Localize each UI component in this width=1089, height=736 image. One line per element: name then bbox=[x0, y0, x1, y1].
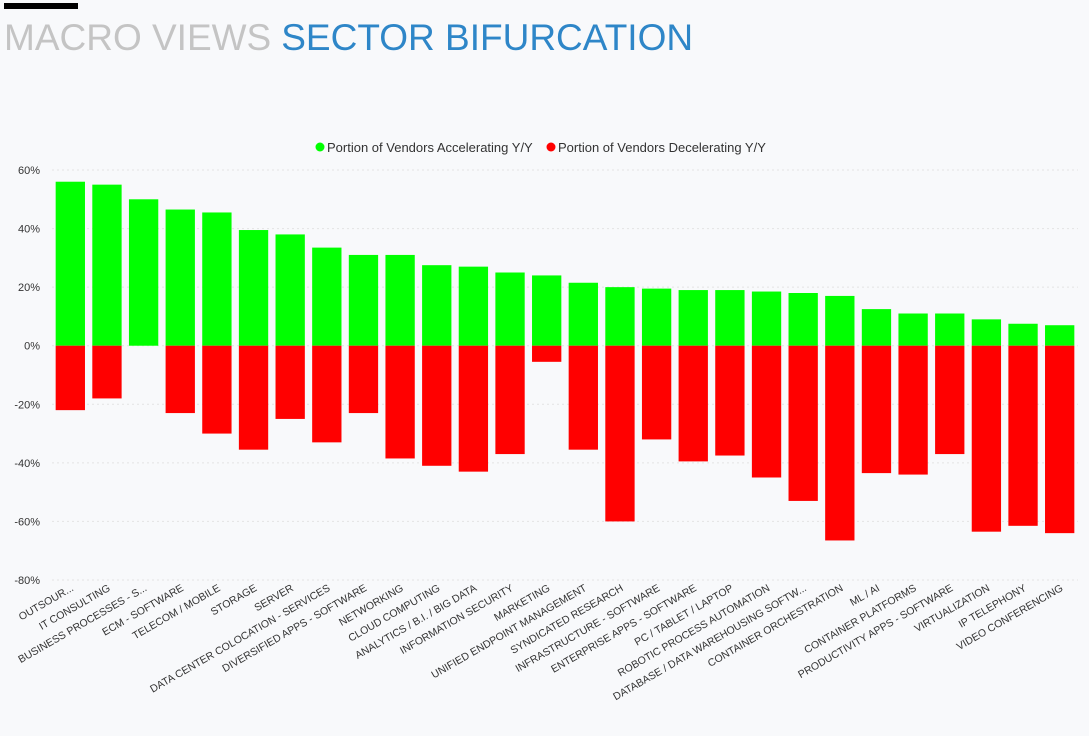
bar-accelerating bbox=[92, 184, 122, 346]
bar-decelerating bbox=[1045, 345, 1075, 534]
bar-accelerating bbox=[495, 272, 525, 346]
y-tick-label: 0% bbox=[24, 341, 40, 353]
title-main: SECTOR BIFURCATION bbox=[281, 17, 694, 58]
bar-decelerating bbox=[92, 345, 122, 399]
bar-accelerating bbox=[422, 265, 452, 346]
bar-accelerating bbox=[532, 275, 562, 346]
bar-decelerating bbox=[385, 345, 415, 459]
bar-decelerating bbox=[861, 345, 892, 474]
y-tick-label: 40% bbox=[18, 224, 40, 236]
bar-decelerating bbox=[458, 345, 489, 472]
legend-swatch bbox=[315, 142, 325, 152]
legend-item: Portion of Vendors Decelerating Y/Y bbox=[546, 140, 766, 155]
bar-accelerating bbox=[128, 199, 159, 346]
bar-accelerating bbox=[678, 290, 708, 346]
bar-decelerating bbox=[275, 345, 305, 419]
bar-accelerating bbox=[788, 293, 818, 346]
bar-accelerating bbox=[605, 287, 635, 346]
y-tick-label: 20% bbox=[18, 282, 40, 294]
bar-decelerating bbox=[751, 345, 782, 478]
bar-decelerating bbox=[898, 345, 928, 475]
bar-accelerating bbox=[1045, 325, 1075, 346]
bar-accelerating bbox=[935, 313, 965, 346]
title-accent-bar bbox=[4, 3, 78, 9]
chart-legend: Portion of Vendors Accelerating Y/Y Porti… bbox=[315, 140, 766, 155]
bar-decelerating bbox=[495, 345, 525, 455]
title-prefix: MACRO VIEWS bbox=[4, 17, 272, 58]
bar-accelerating bbox=[385, 254, 415, 346]
bar-accelerating bbox=[715, 290, 745, 346]
y-tick-label: -60% bbox=[14, 516, 40, 528]
bar-accelerating bbox=[1008, 323, 1038, 346]
bar-decelerating bbox=[165, 345, 195, 414]
bar-decelerating bbox=[715, 345, 745, 456]
bar-accelerating bbox=[825, 295, 855, 346]
legend-label: Portion of Vendors Decelerating Y/Y bbox=[558, 140, 766, 155]
bar-accelerating bbox=[751, 291, 782, 346]
bar-accelerating bbox=[568, 282, 598, 346]
bar-decelerating bbox=[605, 345, 635, 522]
bar-decelerating bbox=[641, 345, 672, 440]
page-title: MACRO VIEWS SECTOR BIFURCATION bbox=[4, 16, 693, 60]
bar-decelerating bbox=[532, 345, 562, 362]
legend-label: Portion of Vendors Accelerating Y/Y bbox=[327, 140, 533, 155]
bar-accelerating bbox=[898, 313, 928, 346]
bar-accelerating bbox=[275, 234, 305, 346]
bar-accelerating bbox=[458, 266, 489, 346]
bar-decelerating bbox=[238, 345, 269, 450]
chart-bars bbox=[55, 181, 1075, 541]
bar-accelerating bbox=[312, 247, 342, 346]
bar-accelerating bbox=[55, 181, 85, 346]
bar-decelerating bbox=[312, 345, 342, 443]
bar-accelerating bbox=[641, 288, 672, 346]
bar-decelerating bbox=[825, 345, 855, 541]
y-tick-label: -80% bbox=[14, 575, 40, 587]
bar-accelerating bbox=[238, 230, 269, 346]
bar-decelerating bbox=[971, 345, 1002, 532]
y-tick-label: -40% bbox=[14, 458, 40, 470]
bar-accelerating bbox=[165, 209, 195, 346]
bar-decelerating bbox=[935, 345, 965, 455]
bar-decelerating bbox=[55, 345, 85, 411]
bar-decelerating bbox=[202, 345, 232, 434]
y-tick-label: 60% bbox=[18, 165, 40, 177]
bar-accelerating bbox=[202, 212, 232, 346]
bar-decelerating bbox=[788, 345, 818, 501]
bar-accelerating bbox=[348, 254, 379, 346]
bar-decelerating bbox=[678, 345, 708, 462]
y-tick-label: -20% bbox=[14, 399, 40, 411]
bar-decelerating bbox=[348, 345, 379, 414]
y-axis: 60% 40% 20% 0% -20% -40% -60% -80% bbox=[14, 165, 40, 587]
bar-accelerating bbox=[861, 309, 892, 346]
bar-decelerating bbox=[1008, 345, 1038, 526]
bar-accelerating bbox=[971, 319, 1002, 346]
bar-decelerating bbox=[568, 345, 598, 450]
legend-swatch bbox=[546, 142, 556, 152]
bar-decelerating bbox=[422, 345, 452, 466]
legend-item: Portion of Vendors Accelerating Y/Y bbox=[315, 140, 533, 155]
